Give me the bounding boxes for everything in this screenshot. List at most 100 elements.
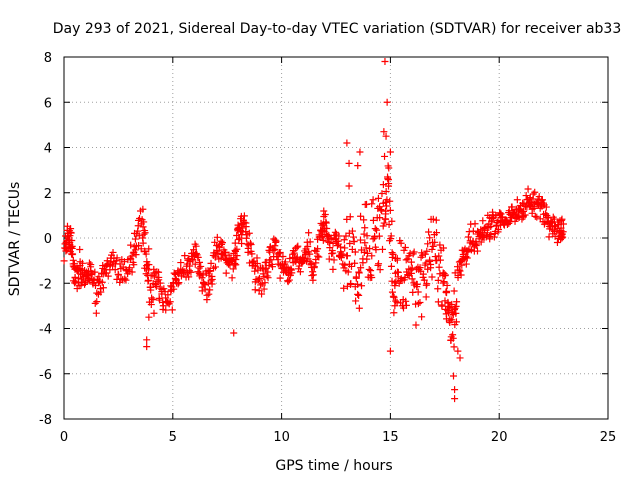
- data-point: [284, 278, 292, 286]
- data-point: [207, 259, 215, 267]
- x-axis-title: GPS time / hours: [275, 458, 392, 474]
- data-point: [535, 193, 543, 201]
- data-point: [346, 213, 354, 221]
- data-point: [288, 269, 296, 277]
- data-point: [207, 277, 215, 285]
- data-point: [111, 266, 119, 274]
- data-point: [177, 259, 185, 267]
- data-point: [404, 271, 412, 279]
- data-point: [495, 225, 503, 233]
- data-point: [206, 286, 214, 294]
- data-point: [162, 306, 170, 314]
- data-point: [343, 252, 351, 260]
- data-point: [122, 276, 130, 284]
- data-point: [531, 212, 539, 220]
- data-point: [416, 299, 424, 307]
- data-point: [115, 271, 123, 279]
- data-point: [421, 250, 429, 258]
- data-point: [147, 286, 155, 294]
- data-point: [240, 212, 248, 220]
- data-point: [309, 271, 317, 279]
- data-point: [323, 225, 331, 233]
- data-point: [260, 285, 268, 293]
- chart-title: Day 293 of 2021, Sidereal Day-to-day VTE…: [53, 21, 622, 37]
- data-point: [416, 264, 424, 272]
- data-point: [477, 238, 485, 246]
- y-tick-label: 0: [44, 232, 52, 247]
- data-point: [348, 227, 356, 235]
- data-point: [231, 239, 239, 247]
- data-point: [347, 280, 355, 288]
- data-point: [355, 269, 363, 277]
- data-point: [457, 271, 465, 279]
- data-point: [558, 216, 566, 224]
- data-point: [402, 256, 410, 264]
- data-point: [358, 282, 366, 290]
- data-point: [340, 236, 348, 244]
- data-point: [390, 309, 398, 317]
- data-point: [435, 252, 443, 260]
- data-point: [524, 185, 532, 193]
- data-point: [382, 207, 390, 215]
- data-point: [236, 234, 244, 242]
- y-tick-label: 8: [44, 51, 52, 66]
- data-point: [260, 273, 268, 281]
- data-point: [362, 244, 370, 252]
- data-point: [279, 252, 287, 260]
- data-point: [91, 268, 99, 276]
- data-point: [144, 277, 152, 285]
- data-point: [455, 266, 463, 274]
- data-point: [131, 246, 139, 254]
- data-point: [442, 287, 450, 295]
- y-tick-label: -2: [39, 277, 52, 292]
- data-point: [140, 230, 148, 238]
- data-point: [369, 196, 377, 204]
- data-point: [408, 275, 416, 283]
- data-point: [242, 234, 250, 242]
- data-point: [253, 254, 261, 262]
- data-point: [439, 244, 447, 252]
- data-point: [387, 232, 395, 240]
- data-point: [99, 262, 107, 270]
- x-tick-label: 25: [600, 430, 617, 445]
- data-point: [368, 273, 376, 281]
- data-point: [422, 259, 430, 267]
- data-point: [379, 245, 387, 253]
- data-point: [407, 269, 415, 277]
- data-point: [545, 233, 553, 241]
- data-point: [130, 261, 138, 269]
- data-point: [429, 215, 437, 223]
- data-point: [428, 273, 436, 281]
- data-point: [67, 244, 75, 252]
- data-point: [155, 276, 163, 284]
- data-point: [60, 257, 68, 265]
- data-point: [352, 297, 360, 305]
- data-point: [341, 244, 349, 252]
- data-point: [374, 194, 382, 202]
- data-point: [126, 264, 134, 272]
- data-point: [424, 240, 432, 248]
- data-point: [434, 285, 442, 293]
- data-point: [369, 216, 377, 224]
- data-point: [335, 232, 343, 240]
- data-point: [490, 233, 498, 241]
- data-point: [363, 255, 371, 263]
- data-point: [269, 246, 277, 254]
- data-point: [451, 386, 459, 394]
- data-point: [269, 263, 277, 271]
- data-point: [356, 148, 364, 156]
- data-point: [194, 253, 202, 261]
- data-point: [533, 213, 541, 221]
- data-point: [290, 249, 298, 257]
- data-point: [276, 249, 284, 257]
- data-point: [333, 242, 341, 250]
- data-point: [428, 245, 436, 253]
- data-point: [404, 255, 412, 263]
- data-point: [434, 298, 442, 306]
- data-point: [431, 238, 439, 246]
- data-point: [508, 203, 516, 211]
- data-point: [160, 285, 168, 293]
- data-point: [388, 249, 396, 257]
- data-point: [343, 139, 351, 147]
